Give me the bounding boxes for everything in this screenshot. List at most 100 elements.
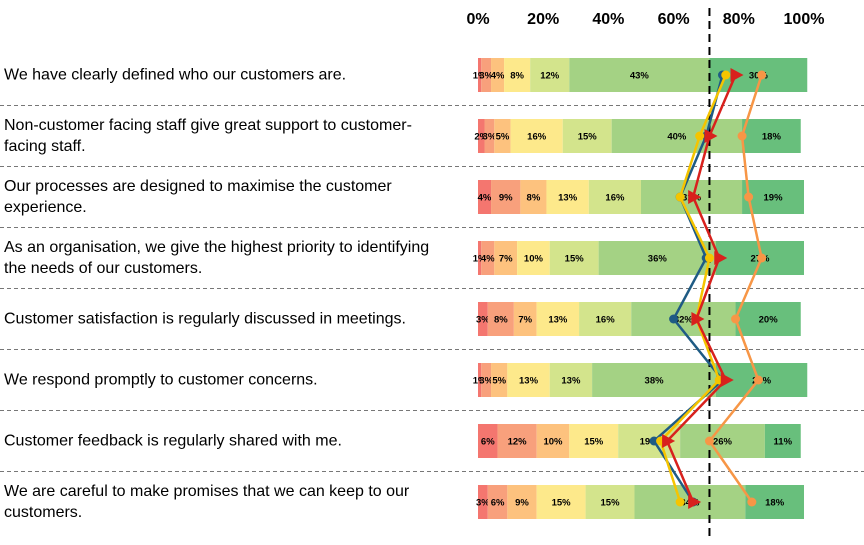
bar-segment <box>478 180 492 214</box>
data-label: 13% <box>558 193 578 204</box>
marker <box>688 190 702 204</box>
x-tick-label: 80% <box>723 11 755 28</box>
marker <box>675 192 685 202</box>
data-label: 16% <box>527 132 547 143</box>
bar-segment <box>549 363 593 397</box>
x-tick-label: 20% <box>527 11 559 28</box>
marker <box>720 373 734 387</box>
row-label: Customer feedback is regularly shared wi… <box>4 432 342 450</box>
data-label: 19% <box>640 437 660 448</box>
data-label: 10% <box>543 437 563 448</box>
data-label: 4% <box>491 71 505 82</box>
marker <box>688 495 702 509</box>
data-label: 38% <box>645 376 665 387</box>
marker <box>675 497 685 507</box>
data-label: 13% <box>561 376 581 387</box>
data-label: 7% <box>499 254 513 265</box>
bar-segment <box>611 119 743 153</box>
bar-segment <box>478 485 488 519</box>
marker <box>669 314 679 324</box>
data-label: 9% <box>515 498 529 509</box>
x-tick-label: 60% <box>658 11 690 28</box>
data-label: 7% <box>518 315 532 326</box>
bar-segment <box>507 363 550 397</box>
bar-segment <box>588 180 641 214</box>
data-label: 4% <box>478 193 492 204</box>
data-label: 5% <box>496 132 510 143</box>
data-label: 9% <box>499 193 513 204</box>
data-label: 1% <box>473 376 487 387</box>
data-label: 15% <box>601 498 621 509</box>
data-label: 1% <box>473 71 487 82</box>
bar-segment <box>536 485 586 519</box>
row-label: Customer satisfaction is regularly discu… <box>4 310 406 328</box>
data-label: 10% <box>524 254 544 265</box>
data-label: 3% <box>479 376 493 387</box>
data-label: 19% <box>764 193 784 204</box>
line-series <box>652 74 725 503</box>
bar-segment <box>585 485 635 519</box>
data-label: 3% <box>476 315 490 326</box>
marker <box>730 68 744 82</box>
row-label: Non-customer facing staff give great sup… <box>4 117 412 155</box>
marker <box>731 314 741 324</box>
data-label: 3% <box>476 498 490 509</box>
data-label: 43% <box>630 71 650 82</box>
data-label: 36% <box>648 254 668 265</box>
marker <box>747 497 757 507</box>
row-label: Our processes are designed to maximise t… <box>4 178 392 216</box>
data-label: 3% <box>483 132 497 143</box>
bar-segment <box>517 241 550 275</box>
data-label: 12% <box>508 437 528 448</box>
bar-segment <box>569 424 619 458</box>
data-label: 40% <box>667 132 687 143</box>
row-label: We respond promptly to customer concerns… <box>4 371 318 389</box>
data-label: 8% <box>527 193 541 204</box>
bar-segment <box>513 302 537 336</box>
bar-segment <box>592 363 716 397</box>
marker <box>721 70 731 80</box>
marker <box>757 70 767 80</box>
data-label: 8% <box>510 71 524 82</box>
bar-segment <box>491 363 508 397</box>
data-label: 6% <box>481 437 495 448</box>
bar-segment <box>478 424 498 458</box>
bar-segment <box>530 58 570 92</box>
data-label: 26% <box>713 437 733 448</box>
bar-segment <box>487 485 508 519</box>
bar-segment <box>478 58 482 92</box>
bar-segment <box>481 241 495 275</box>
bar-segment <box>478 363 482 397</box>
line-series <box>665 74 737 503</box>
bar-segment <box>680 424 765 458</box>
data-label: 2% <box>474 132 488 143</box>
bar-segment <box>579 302 632 336</box>
bar-segment <box>494 119 511 153</box>
bar-segment <box>598 241 716 275</box>
bar-segment <box>562 119 612 153</box>
bar-segment <box>764 424 801 458</box>
data-label: 15% <box>565 254 585 265</box>
marker <box>757 253 767 263</box>
bar-segment <box>569 58 710 92</box>
marker <box>649 436 659 446</box>
data-label: 13% <box>548 315 568 326</box>
data-label: 20% <box>759 315 779 326</box>
bar-segment <box>484 119 495 153</box>
line-series <box>707 74 763 503</box>
bar-segment <box>549 241 599 275</box>
bar-segment <box>504 58 531 92</box>
bar-segment <box>491 180 521 214</box>
bar-segment <box>507 485 537 519</box>
bar-segment <box>536 424 570 458</box>
data-label: 15% <box>584 437 604 448</box>
data-label: 3% <box>479 71 493 82</box>
bar-segment <box>742 119 801 153</box>
bar-segment <box>481 363 492 397</box>
marker <box>704 253 714 263</box>
bar-segment <box>520 180 547 214</box>
x-tick-label: 100% <box>784 11 825 28</box>
data-label: 5% <box>492 376 506 387</box>
data-label: 32% <box>674 315 694 326</box>
